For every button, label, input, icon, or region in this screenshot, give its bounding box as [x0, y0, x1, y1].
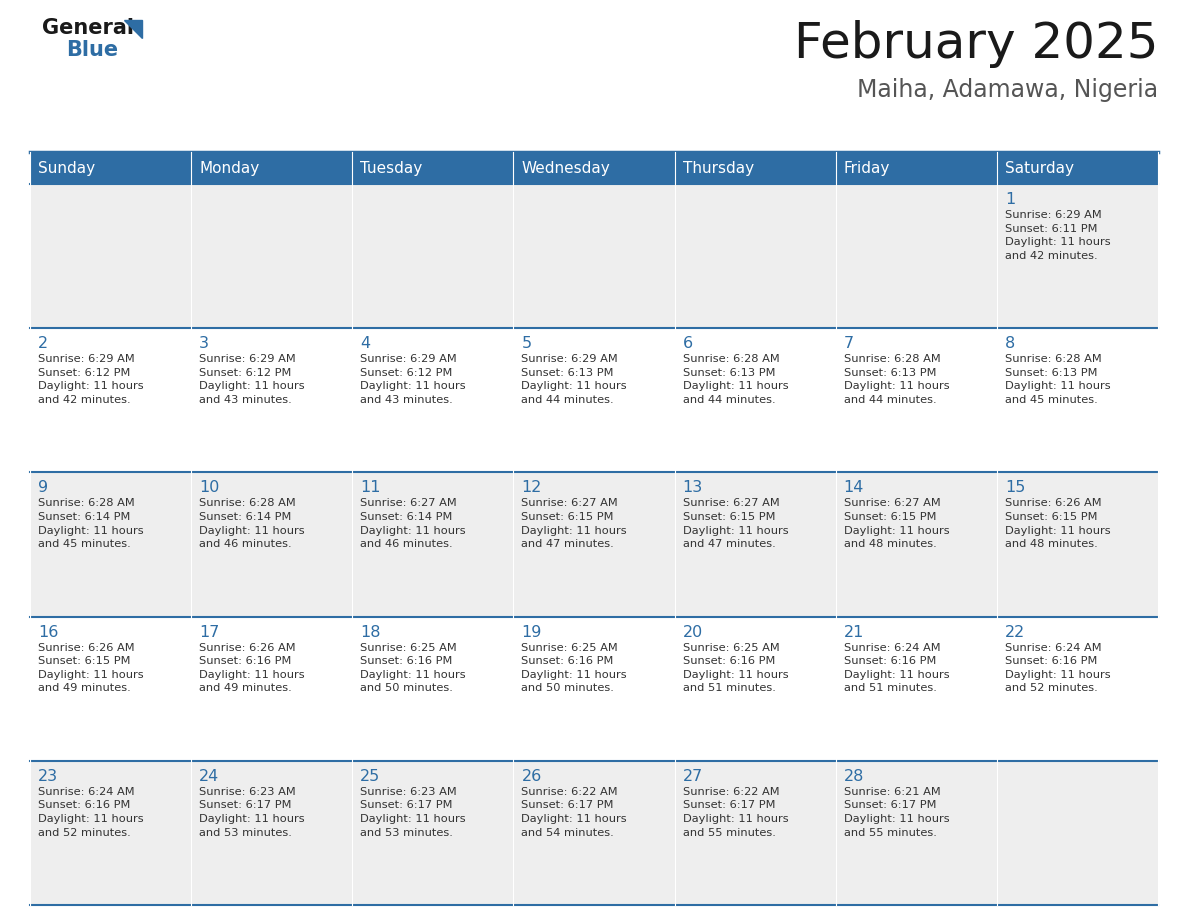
- Text: Sunrise: 6:26 AM
Sunset: 6:15 PM
Daylight: 11 hours
and 49 minutes.: Sunrise: 6:26 AM Sunset: 6:15 PM Dayligh…: [38, 643, 144, 693]
- Text: Sunrise: 6:26 AM
Sunset: 6:16 PM
Daylight: 11 hours
and 49 minutes.: Sunrise: 6:26 AM Sunset: 6:16 PM Dayligh…: [200, 643, 305, 693]
- Text: Sunrise: 6:22 AM
Sunset: 6:17 PM
Daylight: 11 hours
and 54 minutes.: Sunrise: 6:22 AM Sunset: 6:17 PM Dayligh…: [522, 787, 627, 837]
- Text: Sunrise: 6:21 AM
Sunset: 6:17 PM
Daylight: 11 hours
and 55 minutes.: Sunrise: 6:21 AM Sunset: 6:17 PM Dayligh…: [843, 787, 949, 837]
- Text: 7: 7: [843, 336, 854, 352]
- Text: 23: 23: [38, 768, 58, 784]
- Text: 17: 17: [200, 624, 220, 640]
- Text: Friday: Friday: [843, 161, 890, 175]
- Text: 6: 6: [683, 336, 693, 352]
- Text: 13: 13: [683, 480, 703, 496]
- Text: Sunrise: 6:28 AM
Sunset: 6:13 PM
Daylight: 11 hours
and 45 minutes.: Sunrise: 6:28 AM Sunset: 6:13 PM Dayligh…: [1005, 354, 1111, 405]
- Text: Sunrise: 6:25 AM
Sunset: 6:16 PM
Daylight: 11 hours
and 50 minutes.: Sunrise: 6:25 AM Sunset: 6:16 PM Dayligh…: [522, 643, 627, 693]
- Text: 2: 2: [38, 336, 49, 352]
- Text: Sunrise: 6:24 AM
Sunset: 6:16 PM
Daylight: 11 hours
and 52 minutes.: Sunrise: 6:24 AM Sunset: 6:16 PM Dayligh…: [1005, 643, 1111, 693]
- Text: Monday: Monday: [200, 161, 259, 175]
- Text: Sunrise: 6:27 AM
Sunset: 6:15 PM
Daylight: 11 hours
and 47 minutes.: Sunrise: 6:27 AM Sunset: 6:15 PM Dayligh…: [683, 498, 788, 549]
- Text: Sunrise: 6:23 AM
Sunset: 6:17 PM
Daylight: 11 hours
and 53 minutes.: Sunrise: 6:23 AM Sunset: 6:17 PM Dayligh…: [200, 787, 305, 837]
- Polygon shape: [124, 20, 143, 38]
- Text: 20: 20: [683, 624, 703, 640]
- Text: 1: 1: [1005, 192, 1015, 207]
- Text: 5: 5: [522, 336, 531, 352]
- Text: Sunrise: 6:29 AM
Sunset: 6:12 PM
Daylight: 11 hours
and 42 minutes.: Sunrise: 6:29 AM Sunset: 6:12 PM Dayligh…: [38, 354, 144, 405]
- Text: Sunrise: 6:28 AM
Sunset: 6:13 PM
Daylight: 11 hours
and 44 minutes.: Sunrise: 6:28 AM Sunset: 6:13 PM Dayligh…: [683, 354, 788, 405]
- Text: 22: 22: [1005, 624, 1025, 640]
- Text: Sunrise: 6:29 AM
Sunset: 6:11 PM
Daylight: 11 hours
and 42 minutes.: Sunrise: 6:29 AM Sunset: 6:11 PM Dayligh…: [1005, 210, 1111, 261]
- Text: 11: 11: [360, 480, 381, 496]
- Bar: [30, 329, 1158, 473]
- Text: Sunrise: 6:25 AM
Sunset: 6:16 PM
Daylight: 11 hours
and 50 minutes.: Sunrise: 6:25 AM Sunset: 6:16 PM Dayligh…: [360, 643, 466, 693]
- Text: Sunrise: 6:29 AM
Sunset: 6:12 PM
Daylight: 11 hours
and 43 minutes.: Sunrise: 6:29 AM Sunset: 6:12 PM Dayligh…: [200, 354, 305, 405]
- Text: Saturday: Saturday: [1005, 161, 1074, 175]
- Text: Sunrise: 6:29 AM
Sunset: 6:12 PM
Daylight: 11 hours
and 43 minutes.: Sunrise: 6:29 AM Sunset: 6:12 PM Dayligh…: [360, 354, 466, 405]
- Text: 15: 15: [1005, 480, 1025, 496]
- Text: Sunrise: 6:28 AM
Sunset: 6:14 PM
Daylight: 11 hours
and 46 minutes.: Sunrise: 6:28 AM Sunset: 6:14 PM Dayligh…: [200, 498, 305, 549]
- Bar: [30, 761, 1158, 905]
- Text: Sunrise: 6:23 AM
Sunset: 6:17 PM
Daylight: 11 hours
and 53 minutes.: Sunrise: 6:23 AM Sunset: 6:17 PM Dayligh…: [360, 787, 466, 837]
- Text: 9: 9: [38, 480, 49, 496]
- Bar: [30, 617, 1158, 761]
- Bar: [30, 152, 1158, 184]
- Text: Sunrise: 6:29 AM
Sunset: 6:13 PM
Daylight: 11 hours
and 44 minutes.: Sunrise: 6:29 AM Sunset: 6:13 PM Dayligh…: [522, 354, 627, 405]
- Text: Sunrise: 6:27 AM
Sunset: 6:14 PM
Daylight: 11 hours
and 46 minutes.: Sunrise: 6:27 AM Sunset: 6:14 PM Dayligh…: [360, 498, 466, 549]
- Text: 25: 25: [360, 768, 380, 784]
- Text: Thursday: Thursday: [683, 161, 753, 175]
- Text: Sunrise: 6:24 AM
Sunset: 6:16 PM
Daylight: 11 hours
and 52 minutes.: Sunrise: 6:24 AM Sunset: 6:16 PM Dayligh…: [38, 787, 144, 837]
- Text: Sunrise: 6:28 AM
Sunset: 6:14 PM
Daylight: 11 hours
and 45 minutes.: Sunrise: 6:28 AM Sunset: 6:14 PM Dayligh…: [38, 498, 144, 549]
- Text: Wednesday: Wednesday: [522, 161, 611, 175]
- Text: Sunrise: 6:26 AM
Sunset: 6:15 PM
Daylight: 11 hours
and 48 minutes.: Sunrise: 6:26 AM Sunset: 6:15 PM Dayligh…: [1005, 498, 1111, 549]
- Text: 10: 10: [200, 480, 220, 496]
- Text: 28: 28: [843, 768, 864, 784]
- Text: Maiha, Adamawa, Nigeria: Maiha, Adamawa, Nigeria: [857, 78, 1158, 102]
- Text: 27: 27: [683, 768, 703, 784]
- Text: 12: 12: [522, 480, 542, 496]
- Text: February 2025: February 2025: [794, 20, 1158, 68]
- Text: 16: 16: [38, 624, 58, 640]
- Text: Sunrise: 6:22 AM
Sunset: 6:17 PM
Daylight: 11 hours
and 55 minutes.: Sunrise: 6:22 AM Sunset: 6:17 PM Dayligh…: [683, 787, 788, 837]
- Text: Sunrise: 6:24 AM
Sunset: 6:16 PM
Daylight: 11 hours
and 51 minutes.: Sunrise: 6:24 AM Sunset: 6:16 PM Dayligh…: [843, 643, 949, 693]
- Text: 18: 18: [360, 624, 381, 640]
- Text: 19: 19: [522, 624, 542, 640]
- Text: Sunrise: 6:27 AM
Sunset: 6:15 PM
Daylight: 11 hours
and 48 minutes.: Sunrise: 6:27 AM Sunset: 6:15 PM Dayligh…: [843, 498, 949, 549]
- Text: Blue: Blue: [67, 40, 118, 60]
- Bar: [30, 473, 1158, 617]
- Text: Sunrise: 6:25 AM
Sunset: 6:16 PM
Daylight: 11 hours
and 51 minutes.: Sunrise: 6:25 AM Sunset: 6:16 PM Dayligh…: [683, 643, 788, 693]
- Text: 3: 3: [200, 336, 209, 352]
- Text: 21: 21: [843, 624, 864, 640]
- Text: 8: 8: [1005, 336, 1015, 352]
- Text: 14: 14: [843, 480, 864, 496]
- Bar: [30, 184, 1158, 329]
- Text: Sunday: Sunday: [38, 161, 95, 175]
- Text: 26: 26: [522, 768, 542, 784]
- Text: Sunrise: 6:27 AM
Sunset: 6:15 PM
Daylight: 11 hours
and 47 minutes.: Sunrise: 6:27 AM Sunset: 6:15 PM Dayligh…: [522, 498, 627, 549]
- Text: 4: 4: [360, 336, 371, 352]
- Text: 24: 24: [200, 768, 220, 784]
- Text: Tuesday: Tuesday: [360, 161, 423, 175]
- Text: General: General: [42, 18, 134, 38]
- Text: Sunrise: 6:28 AM
Sunset: 6:13 PM
Daylight: 11 hours
and 44 minutes.: Sunrise: 6:28 AM Sunset: 6:13 PM Dayligh…: [843, 354, 949, 405]
